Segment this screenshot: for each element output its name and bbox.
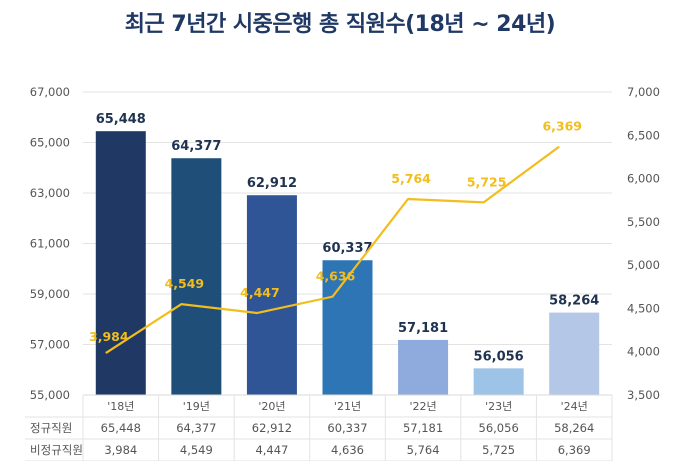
right-axis-tick-label: 5,000	[627, 258, 660, 272]
right-axis-tick-label: 4,500	[627, 301, 660, 315]
line-value-label: 4,447	[240, 285, 280, 300]
bar-value-label: 62,912	[247, 176, 297, 191]
line-value-label: 5,764	[391, 171, 431, 186]
table-cell: 3,984	[104, 443, 137, 457]
category-label: '19년	[183, 400, 210, 413]
left-axis-tick-label: 63,000	[30, 186, 70, 200]
left-axis-tick-label: 61,000	[30, 237, 70, 251]
bar-6	[473, 368, 524, 395]
right-axis-tick-label: 4,000	[627, 345, 660, 359]
table-cell: 4,447	[255, 443, 288, 457]
table-cell: 56,056	[479, 421, 519, 435]
bar-value-label: 64,377	[171, 139, 221, 154]
right-axis-tick-label: 6,000	[627, 172, 660, 186]
table-row-label: 정규직원	[30, 421, 72, 435]
bar-2	[171, 158, 222, 395]
left-axis-tick-label: 65,000	[30, 136, 70, 150]
category-label: '20년	[258, 400, 285, 413]
left-axis-tick-label: 57,000	[30, 338, 70, 352]
table-cell: 4,549	[180, 443, 213, 457]
bar-4	[322, 260, 373, 395]
right-axis-tick-label: 5,500	[627, 215, 660, 229]
bar-3	[246, 195, 297, 395]
bar-value-label: 57,181	[398, 321, 448, 336]
chart-title: 최근 7년간 시중은행 총 직원수(18년 ~ 24년)	[124, 12, 556, 37]
line-value-label: 4,549	[165, 276, 205, 291]
line-value-label: 4,636	[316, 269, 356, 284]
line-value-label: 3,984	[89, 329, 129, 344]
bar-value-label: 58,264	[549, 294, 599, 309]
bar-5	[398, 339, 449, 395]
table-cell: 65,448	[101, 421, 141, 435]
table-cell: 60,337	[327, 421, 367, 435]
bar-1	[95, 131, 146, 396]
category-label: '22년	[409, 400, 436, 413]
table-cell: 5,725	[482, 443, 515, 457]
category-label: '21년	[334, 400, 361, 413]
table-cell: 57,181	[403, 421, 443, 435]
bar-value-label: 60,337	[322, 241, 372, 256]
bar-7	[549, 312, 600, 395]
table-row-label: 비정규직원	[30, 443, 83, 457]
right-axis-tick-label: 3,500	[627, 388, 660, 402]
left-axis-tick-label: 55,000	[30, 388, 70, 402]
left-axis-tick-label: 59,000	[30, 287, 70, 301]
line-value-label: 6,369	[542, 119, 582, 134]
line-value-label: 5,725	[467, 174, 507, 189]
bar-value-label: 56,056	[474, 349, 524, 364]
table-cell: 62,912	[252, 421, 292, 435]
table-cell: 58,264	[554, 421, 594, 435]
bar-value-label: 65,448	[96, 112, 146, 127]
right-axis-tick-label: 6,500	[627, 128, 660, 142]
category-label: '18년	[107, 400, 134, 413]
right-axis-tick-label: 7,000	[627, 85, 660, 99]
table-cell: 64,377	[176, 421, 216, 435]
table-cell: 4,636	[331, 443, 364, 457]
table-cell: 5,764	[407, 443, 440, 457]
category-label: '23년	[485, 400, 512, 413]
left-axis-tick-label: 67,000	[30, 85, 70, 99]
category-label: '24년	[561, 400, 588, 413]
table-cell: 6,369	[558, 443, 591, 457]
